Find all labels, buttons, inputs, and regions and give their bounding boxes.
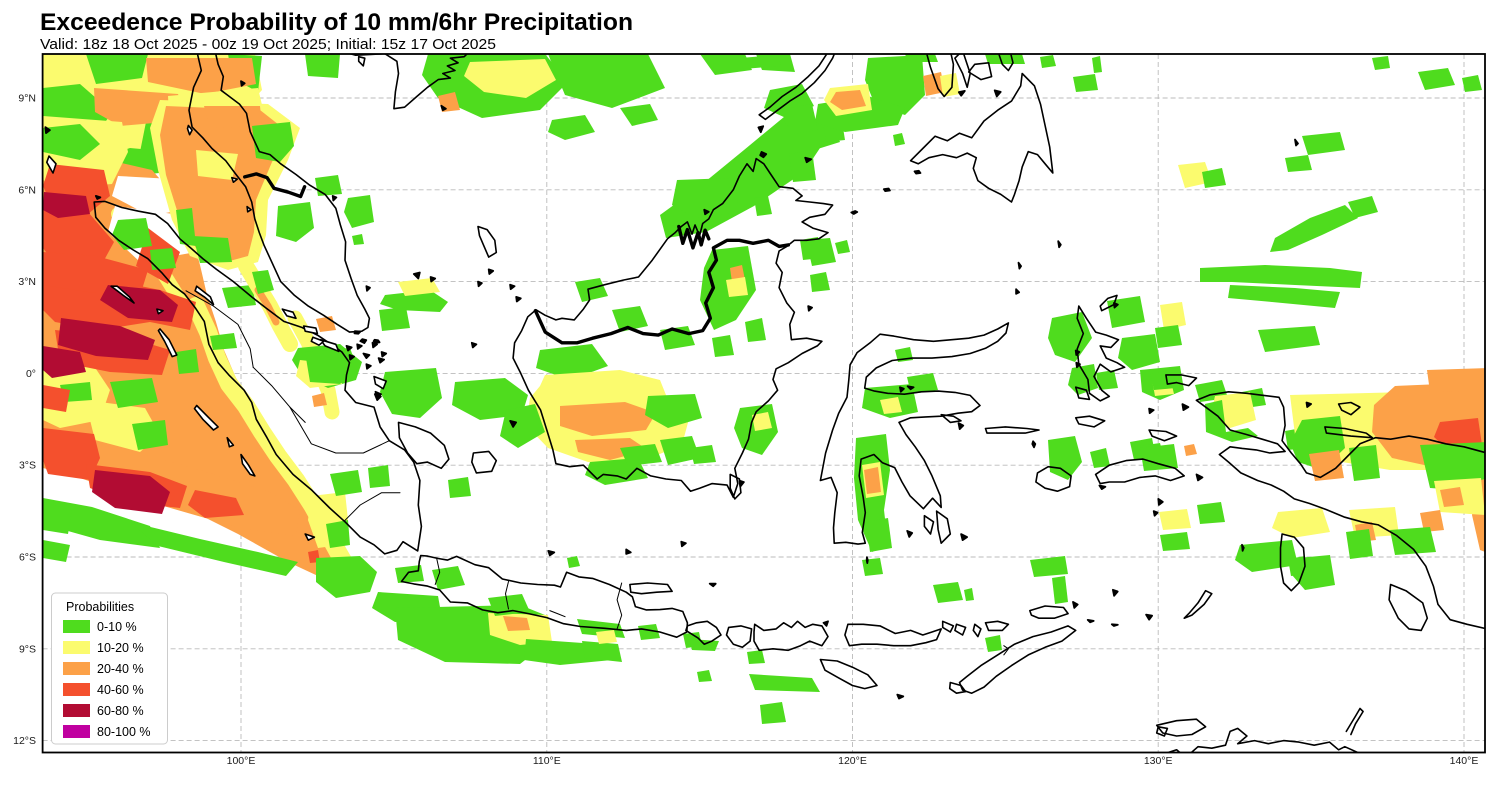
svg-text:3°S: 3°S xyxy=(19,460,36,472)
svg-text:10-20 %: 10-20 % xyxy=(97,641,144,655)
svg-text:Exceedence Probability of 10 m: Exceedence Probability of 10 mm/6hr Prec… xyxy=(40,9,633,36)
svg-text:9°N: 9°N xyxy=(18,93,36,105)
svg-text:120°E: 120°E xyxy=(838,755,867,767)
svg-text:3°N: 3°N xyxy=(18,276,36,288)
svg-text:9°S: 9°S xyxy=(19,643,36,655)
svg-text:Valid: 18z 18 Oct 2025 - 00z 1: Valid: 18z 18 Oct 2025 - 00z 19 Oct 2025… xyxy=(40,37,496,53)
svg-text:Probabilities: Probabilities xyxy=(66,600,134,614)
svg-text:80-100 %: 80-100 % xyxy=(97,725,151,739)
svg-text:100°E: 100°E xyxy=(227,755,256,767)
svg-text:12°S: 12°S xyxy=(13,735,36,747)
svg-text:130°E: 130°E xyxy=(1144,755,1173,767)
svg-text:0°: 0° xyxy=(26,368,36,380)
svg-text:0-10 %: 0-10 % xyxy=(97,620,137,634)
svg-text:20-40 %: 20-40 % xyxy=(97,662,144,676)
svg-text:6°S: 6°S xyxy=(19,552,36,564)
svg-text:110°E: 110°E xyxy=(533,755,561,767)
svg-text:40-60 %: 40-60 % xyxy=(97,683,144,697)
svg-text:140°E: 140°E xyxy=(1450,755,1479,767)
svg-text:6°N: 6°N xyxy=(18,184,36,196)
svg-text:60-80 %: 60-80 % xyxy=(97,704,144,718)
